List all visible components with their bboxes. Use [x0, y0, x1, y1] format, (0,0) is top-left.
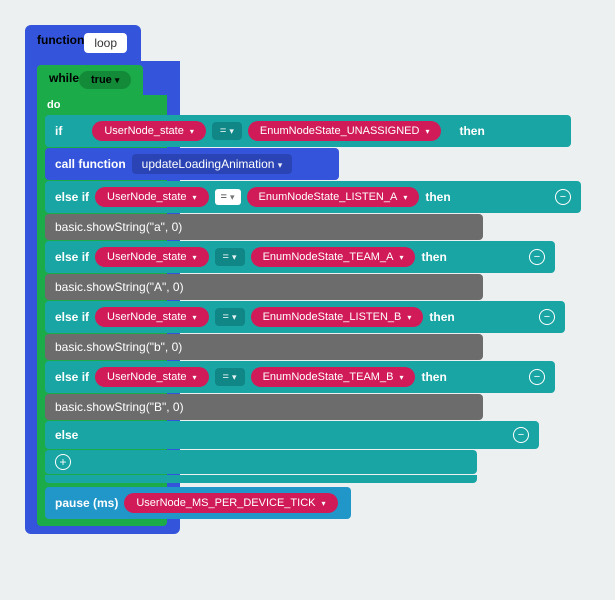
plus-icon[interactable]: + — [55, 454, 71, 470]
call-function-block[interactable]: call function updateLoadingAnimation ▾ — [45, 148, 339, 180]
eq-op[interactable]: = ▾ — [215, 189, 241, 205]
elseif-branch-4[interactable]: else if UserNode_state▾ = ▾ EnumNodeStat… — [45, 361, 555, 393]
elseif-branch-3[interactable]: else if UserNode_state▾ = ▾ EnumNodeStat… — [45, 301, 565, 333]
while-keyword: while — [49, 71, 79, 89]
enum-pill[interactable]: EnumNodeState_UNASSIGNED▾ — [248, 121, 442, 141]
eq-op[interactable]: = ▾ — [215, 308, 245, 326]
then-keyword: then — [425, 190, 450, 204]
minus-icon[interactable]: − — [529, 369, 545, 385]
then-keyword: then — [421, 370, 446, 384]
enum-pill[interactable]: EnumNodeState_LISTEN_A▾ — [247, 187, 420, 207]
body-block-2[interactable]: basic.showString("A", 0) — [45, 274, 483, 300]
caret-icon: ▾ — [403, 193, 407, 202]
caret-icon: ▾ — [193, 193, 197, 202]
then-keyword: then — [421, 250, 446, 264]
if-footer — [45, 475, 477, 483]
enum-pill[interactable]: EnumNodeState_TEAM_A▾ — [251, 247, 416, 267]
caret-icon: ▾ — [190, 127, 194, 136]
code-text: basic.showString("b", 0) — [55, 340, 182, 354]
var-pill[interactable]: UserNode_state▾ — [95, 187, 209, 207]
enum-pill[interactable]: EnumNodeState_TEAM_B▾ — [251, 367, 416, 387]
elseif-keyword: else if — [55, 310, 89, 324]
else-branch[interactable]: else − — [45, 421, 539, 449]
caret-icon: ▾ — [321, 499, 325, 508]
add-branch-row[interactable]: + — [45, 450, 477, 474]
var-pill[interactable]: UserNode_state▾ — [95, 367, 209, 387]
caret-icon: ▾ — [425, 127, 429, 136]
else-keyword: else — [55, 428, 78, 442]
while-body-rail: do if UserNode_state▾ = ▾ EnumNodeState_… — [37, 95, 167, 526]
minus-icon[interactable]: − — [555, 189, 571, 205]
elseif-keyword: else if — [55, 370, 89, 384]
function-body-rail: while true ▾ do if UserNode_state▾ = ▾ — [25, 61, 180, 534]
block-canvas: function loop while true ▾ do if UserNod… — [25, 25, 590, 534]
while-condition[interactable]: true ▾ — [79, 71, 131, 89]
var-pill[interactable]: UserNode_state▾ — [95, 307, 209, 327]
body-block-3[interactable]: basic.showString("b", 0) — [45, 334, 483, 360]
eq-op[interactable]: = ▾ — [215, 248, 245, 266]
function-name[interactable]: loop — [84, 33, 127, 53]
code-text: basic.showString("a", 0) — [55, 220, 182, 234]
caret-icon: ▾ — [115, 75, 120, 85]
caret-icon: ▾ — [278, 160, 283, 170]
if-keyword: if — [55, 124, 62, 138]
caret-icon: ▾ — [399, 253, 403, 262]
caret-icon: ▾ — [193, 313, 197, 322]
minus-icon[interactable]: − — [539, 309, 555, 325]
code-text: basic.showString("B", 0) — [55, 400, 184, 414]
pause-block[interactable]: pause (ms) UserNode_MS_PER_DEVICE_TICK▾ — [45, 487, 351, 519]
while-header[interactable]: while true ▾ — [37, 65, 143, 95]
elseif-branch-1[interactable]: else if UserNode_state▾ = ▾ EnumNodeStat… — [45, 181, 581, 213]
if-branch-0[interactable]: if UserNode_state▾ = ▾ EnumNodeState_UNA… — [45, 115, 571, 147]
caret-icon: ▾ — [399, 373, 403, 382]
body-block-1[interactable]: basic.showString("a", 0) — [45, 214, 483, 240]
then-keyword: then — [429, 310, 454, 324]
pause-keyword: pause (ms) — [55, 496, 118, 510]
caret-icon: ▾ — [407, 313, 411, 322]
eq-op[interactable]: = ▾ — [212, 122, 242, 140]
if-stack: if UserNode_state▾ = ▾ EnumNodeState_UNA… — [45, 115, 167, 520]
elseif-branch-2[interactable]: else if UserNode_state▾ = ▾ EnumNodeStat… — [45, 241, 555, 273]
function-keyword: function — [37, 33, 84, 53]
minus-icon[interactable]: − — [513, 427, 529, 443]
elseif-keyword: else if — [55, 250, 89, 264]
code-text: basic.showString("A", 0) — [55, 280, 184, 294]
pause-arg-pill[interactable]: UserNode_MS_PER_DEVICE_TICK▾ — [124, 493, 337, 513]
then-keyword: then — [459, 124, 484, 138]
eq-op[interactable]: = ▾ — [215, 368, 245, 386]
var-pill[interactable]: UserNode_state▾ — [95, 247, 209, 267]
enum-pill[interactable]: EnumNodeState_LISTEN_B▾ — [251, 307, 424, 327]
function-header[interactable]: function loop — [25, 25, 141, 61]
minus-icon[interactable]: − — [529, 249, 545, 265]
call-target[interactable]: updateLoadingAnimation ▾ — [132, 154, 293, 174]
caret-icon: ▾ — [193, 373, 197, 382]
call-keyword: call function — [55, 157, 126, 171]
elseif-keyword: else if — [55, 190, 89, 204]
var-pill[interactable]: UserNode_state▾ — [92, 121, 206, 141]
caret-icon: ▾ — [193, 253, 197, 262]
body-block-4[interactable]: basic.showString("B", 0) — [45, 394, 483, 420]
do-label: do — [45, 97, 167, 115]
